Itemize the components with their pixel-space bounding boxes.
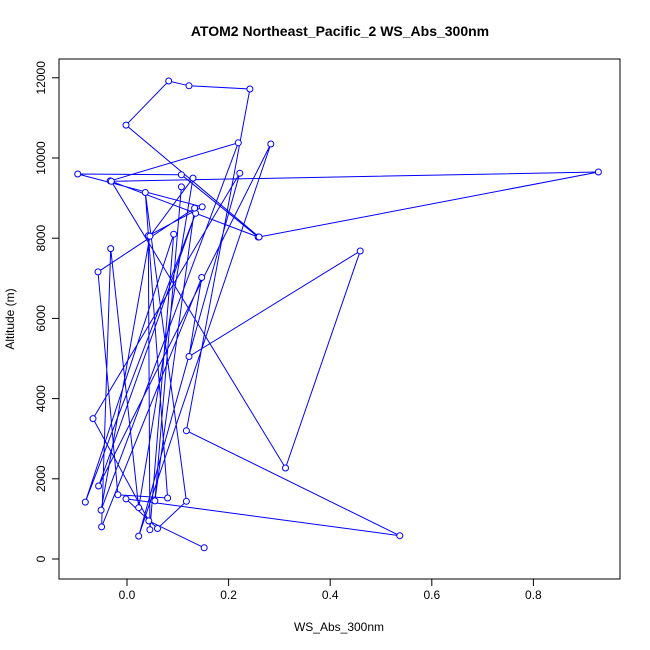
data-point — [267, 140, 275, 148]
data-point — [185, 353, 193, 360]
data-point — [122, 121, 130, 129]
data-point — [81, 498, 89, 506]
data-point — [182, 427, 190, 435]
data-point — [146, 526, 154, 534]
data-point — [594, 168, 602, 176]
data-point — [122, 495, 130, 503]
data-point — [146, 232, 154, 240]
data-point — [107, 177, 115, 185]
data-point — [141, 189, 149, 196]
data-point — [198, 274, 206, 281]
data-point — [200, 544, 208, 552]
data-point — [97, 506, 105, 514]
x-tick-label: 0.8 — [525, 588, 542, 602]
data-point — [98, 523, 106, 531]
data-point — [165, 77, 173, 85]
data-point — [185, 82, 193, 90]
y-tick-label: 0 — [34, 555, 48, 562]
x-tick-label: 0.4 — [322, 588, 339, 602]
data-point — [177, 171, 185, 179]
y-tick-label: 10000 — [34, 141, 48, 175]
data-point — [282, 464, 289, 472]
data-point — [246, 85, 254, 93]
chart-title: ATOM2 Northeast_Pacific_2 WS_Abs_300nm — [191, 23, 489, 39]
x-tick-label: 0.0 — [119, 588, 136, 602]
series-line — [77, 80, 599, 549]
data-point — [189, 174, 197, 182]
series-points — [74, 77, 602, 552]
y-tick-label: 4000 — [34, 385, 48, 412]
y-tick-label: 12000 — [34, 61, 48, 95]
y-axis-label: Altitude (m) — [3, 288, 17, 349]
x-tick-label: 0.2 — [220, 588, 237, 602]
data-point — [154, 525, 161, 532]
data-point — [191, 204, 199, 212]
data-point — [182, 497, 190, 505]
y-axis: 0 2000 4000 6000 8000 10000 12000 — [34, 61, 60, 562]
x-tick-label: 0.6 — [423, 588, 440, 602]
data-point — [89, 415, 97, 423]
x-axis: 0.0 0.2 0.4 0.6 0.8 — [119, 578, 542, 602]
data-point — [236, 169, 244, 177]
data-point — [177, 183, 185, 191]
y-tick-label: 8000 — [34, 225, 48, 252]
data-point — [107, 245, 115, 253]
data-point — [396, 532, 404, 540]
x-axis-label: WS_Abs_300nm — [294, 620, 384, 634]
series-polyline — [77, 80, 599, 549]
data-point — [170, 230, 178, 238]
data-point — [94, 268, 102, 276]
data-point — [135, 504, 143, 512]
data-point — [198, 203, 206, 211]
data-point — [74, 170, 82, 178]
y-tick-label: 6000 — [34, 305, 48, 332]
data-point — [164, 494, 172, 502]
data-point — [151, 497, 159, 505]
data-point — [234, 139, 242, 147]
data-point — [135, 532, 143, 540]
y-tick-label: 2000 — [34, 465, 48, 492]
data-point — [114, 491, 122, 499]
data-point — [255, 233, 263, 241]
data-point — [145, 517, 153, 525]
data-point — [95, 482, 103, 490]
data-point — [356, 247, 364, 255]
